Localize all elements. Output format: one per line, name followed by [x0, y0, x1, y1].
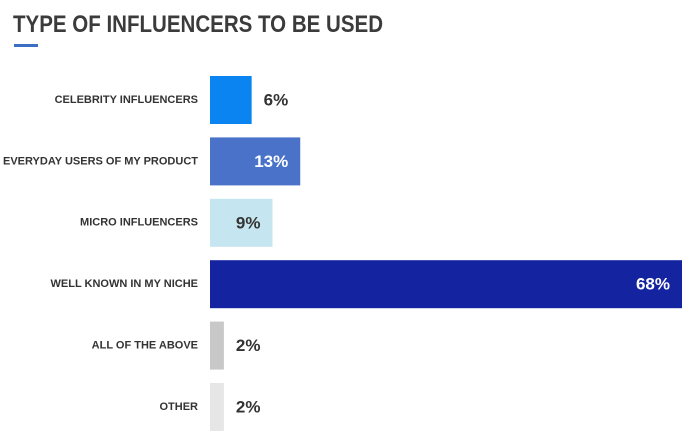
- category-label: EVERYDAY USERS OF MY PRODUCT: [3, 155, 198, 167]
- value-label: 2%: [236, 336, 261, 355]
- value-label: 9%: [236, 213, 261, 232]
- value-label: 13%: [254, 152, 288, 171]
- title-underline: [14, 44, 38, 47]
- value-label: 68%: [636, 275, 670, 294]
- bar: [210, 260, 682, 309]
- category-label: WELL KNOWN IN MY NICHE: [51, 278, 198, 290]
- value-label: 2%: [236, 397, 261, 416]
- category-label: OTHER: [160, 401, 199, 413]
- chart-title: TYPE OF INFLUENCERS TO BE USED: [13, 11, 383, 38]
- bar: [210, 76, 252, 124]
- bar: [210, 383, 224, 431]
- value-label: 6%: [264, 90, 289, 109]
- category-label: MICRO INFLUENCERS: [80, 217, 198, 229]
- bar: [210, 137, 301, 186]
- bar: [210, 321, 224, 370]
- bar: [210, 198, 273, 247]
- category-label: ALL OF THE ABOVE: [92, 340, 198, 352]
- category-label: CELEBRITY INFLUENCERS: [55, 94, 198, 106]
